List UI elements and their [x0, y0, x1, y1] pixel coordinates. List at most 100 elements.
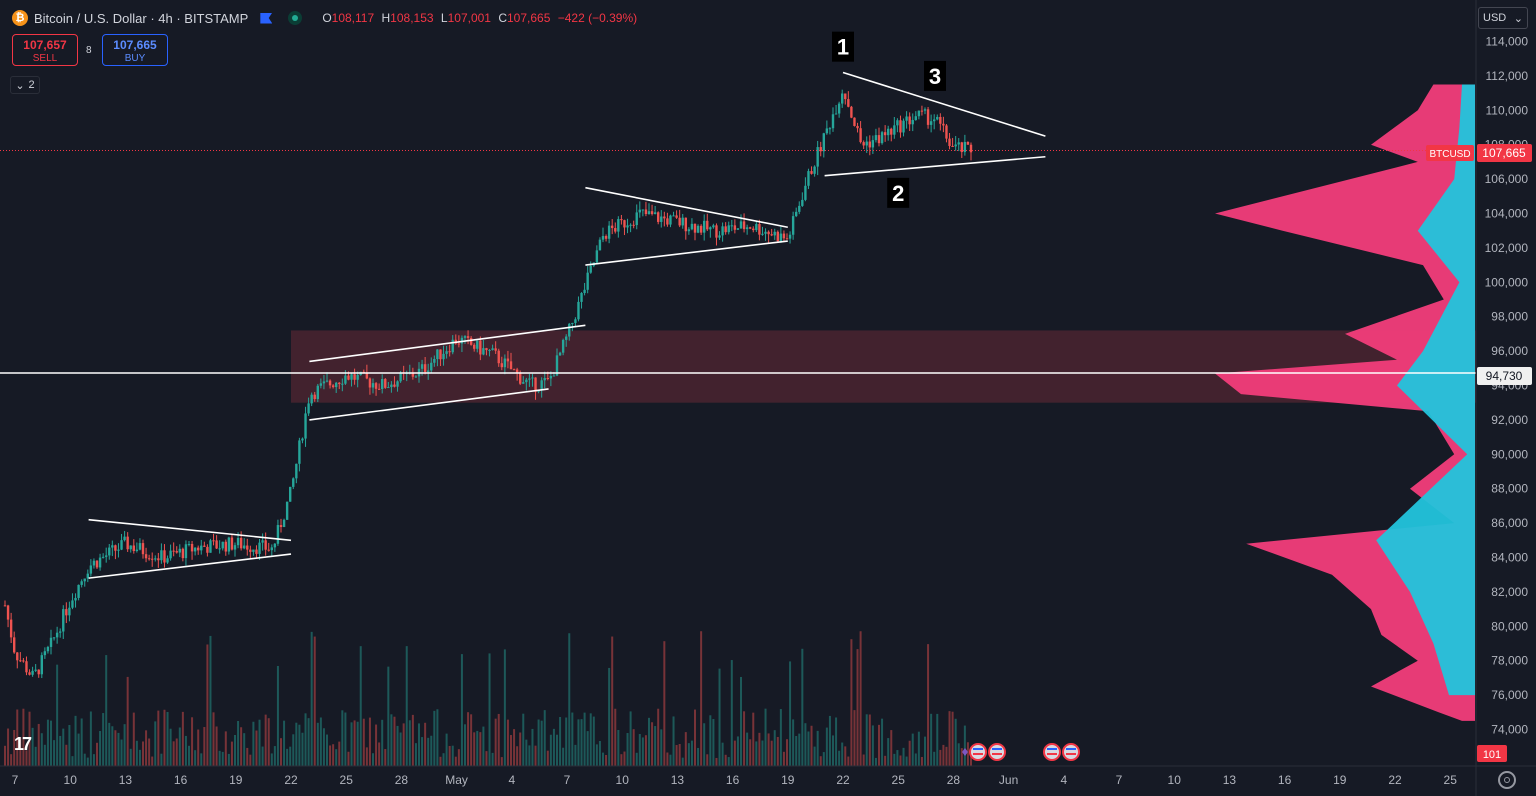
candle-body — [430, 362, 433, 371]
symbol-legend[interactable]: ₿ Bitcoin / U.S. Dollar · 4h · BITSTAMP … — [12, 8, 641, 28]
candle-body — [151, 558, 154, 560]
trend-line[interactable] — [88, 518, 292, 542]
flag-icon[interactable] — [260, 12, 273, 24]
candle-body — [101, 556, 105, 558]
indicators-toggle-button[interactable]: ⌄ 2 — [10, 76, 40, 94]
candle — [890, 127, 893, 142]
x-tick-label: 19 — [781, 773, 795, 787]
volume-bar — [687, 743, 690, 766]
volume-bar — [378, 742, 381, 766]
economic-events-layer[interactable] — [962, 743, 1080, 761]
candle-body — [123, 536, 126, 541]
candle — [801, 192, 804, 207]
candle-body — [675, 215, 678, 218]
buy-button[interactable]: 107,665 BUY — [102, 34, 168, 66]
buy-label: BUY — [124, 53, 146, 64]
volume-bar — [758, 732, 761, 766]
volume-bar — [902, 747, 905, 766]
volume-bar — [230, 741, 233, 766]
candle — [166, 555, 169, 564]
volume-bar — [534, 745, 537, 766]
candle-body — [837, 103, 841, 114]
candle — [463, 335, 467, 344]
us-flag-event-icon[interactable] — [988, 743, 1006, 761]
volume-bar — [442, 753, 445, 766]
event-circle — [969, 743, 987, 761]
candle-body — [951, 145, 954, 147]
candle-body — [914, 116, 917, 121]
us-flag-event-icon[interactable] — [1043, 743, 1061, 761]
candle-body — [439, 349, 442, 360]
volume-bar — [335, 749, 338, 766]
volume-bar — [108, 722, 111, 766]
gear-icon[interactable] — [1498, 771, 1516, 789]
candle — [611, 219, 614, 235]
volume-bar — [706, 754, 709, 766]
volume-bar — [135, 740, 138, 766]
trend-line[interactable] — [309, 388, 549, 421]
candle-body — [580, 293, 583, 302]
candle — [387, 381, 390, 389]
candle — [506, 350, 510, 369]
candle-body — [411, 372, 415, 377]
candle — [445, 345, 448, 359]
volume-bar — [215, 726, 218, 766]
trend-line[interactable] — [309, 324, 586, 363]
candle-body — [80, 581, 83, 585]
volume-bar — [71, 756, 74, 766]
candle — [34, 664, 37, 673]
tradingview-logo[interactable]: 17 — [14, 734, 32, 754]
volume-bar — [632, 729, 635, 766]
candle — [427, 363, 430, 380]
candle-body — [902, 120, 905, 133]
us-flag-event-icon[interactable] — [1062, 743, 1080, 761]
volume-bar — [307, 718, 310, 766]
indicator-count: 2 — [28, 79, 35, 91]
volume-bar — [559, 716, 562, 766]
volume-bar — [356, 721, 359, 766]
candle-body — [939, 116, 942, 124]
volume-bar — [203, 727, 206, 766]
volume-bar — [733, 740, 736, 766]
trend-line[interactable] — [585, 186, 788, 229]
volume-bar — [556, 734, 558, 766]
horizontal-lines-layer[interactable] — [0, 149, 1476, 374]
candle — [384, 378, 387, 389]
candle — [411, 367, 415, 380]
currency-selector[interactable]: USD ⌄ — [1478, 7, 1528, 29]
candle-body — [791, 216, 795, 235]
candle-body — [549, 375, 553, 379]
candle-body — [249, 549, 252, 552]
candle — [558, 351, 562, 356]
candle-body — [859, 128, 862, 143]
candle-body — [813, 166, 816, 174]
volume-bar — [457, 749, 460, 766]
symbol-title[interactable]: Bitcoin / U.S. Dollar · 4h · BITSTAMP — [34, 10, 249, 26]
volume-bar — [779, 709, 782, 766]
volume-bar — [62, 728, 65, 766]
candle — [282, 518, 286, 528]
volume-bar — [789, 661, 792, 766]
trend-lines-layer[interactable] — [88, 71, 1046, 579]
volume-bar — [684, 732, 687, 766]
candle — [243, 538, 246, 550]
candle-body — [601, 236, 605, 240]
volume-bar — [528, 745, 531, 766]
diamond-event-icon[interactable] — [962, 748, 968, 756]
trend-line[interactable] — [88, 553, 292, 579]
candle — [503, 354, 507, 375]
trend-line[interactable] — [842, 71, 1046, 137]
candle — [46, 645, 50, 654]
volume-bar — [813, 746, 816, 766]
trend-line[interactable] — [585, 240, 788, 266]
candle-body — [828, 128, 832, 130]
candle — [509, 352, 513, 370]
us-flag-event-icon[interactable] — [969, 743, 987, 761]
candle-body — [469, 337, 473, 345]
candle — [111, 540, 114, 557]
candle-body — [482, 348, 485, 355]
sell-button[interactable]: 107,657 SELL — [12, 34, 78, 66]
trend-line[interactable] — [824, 155, 1046, 177]
